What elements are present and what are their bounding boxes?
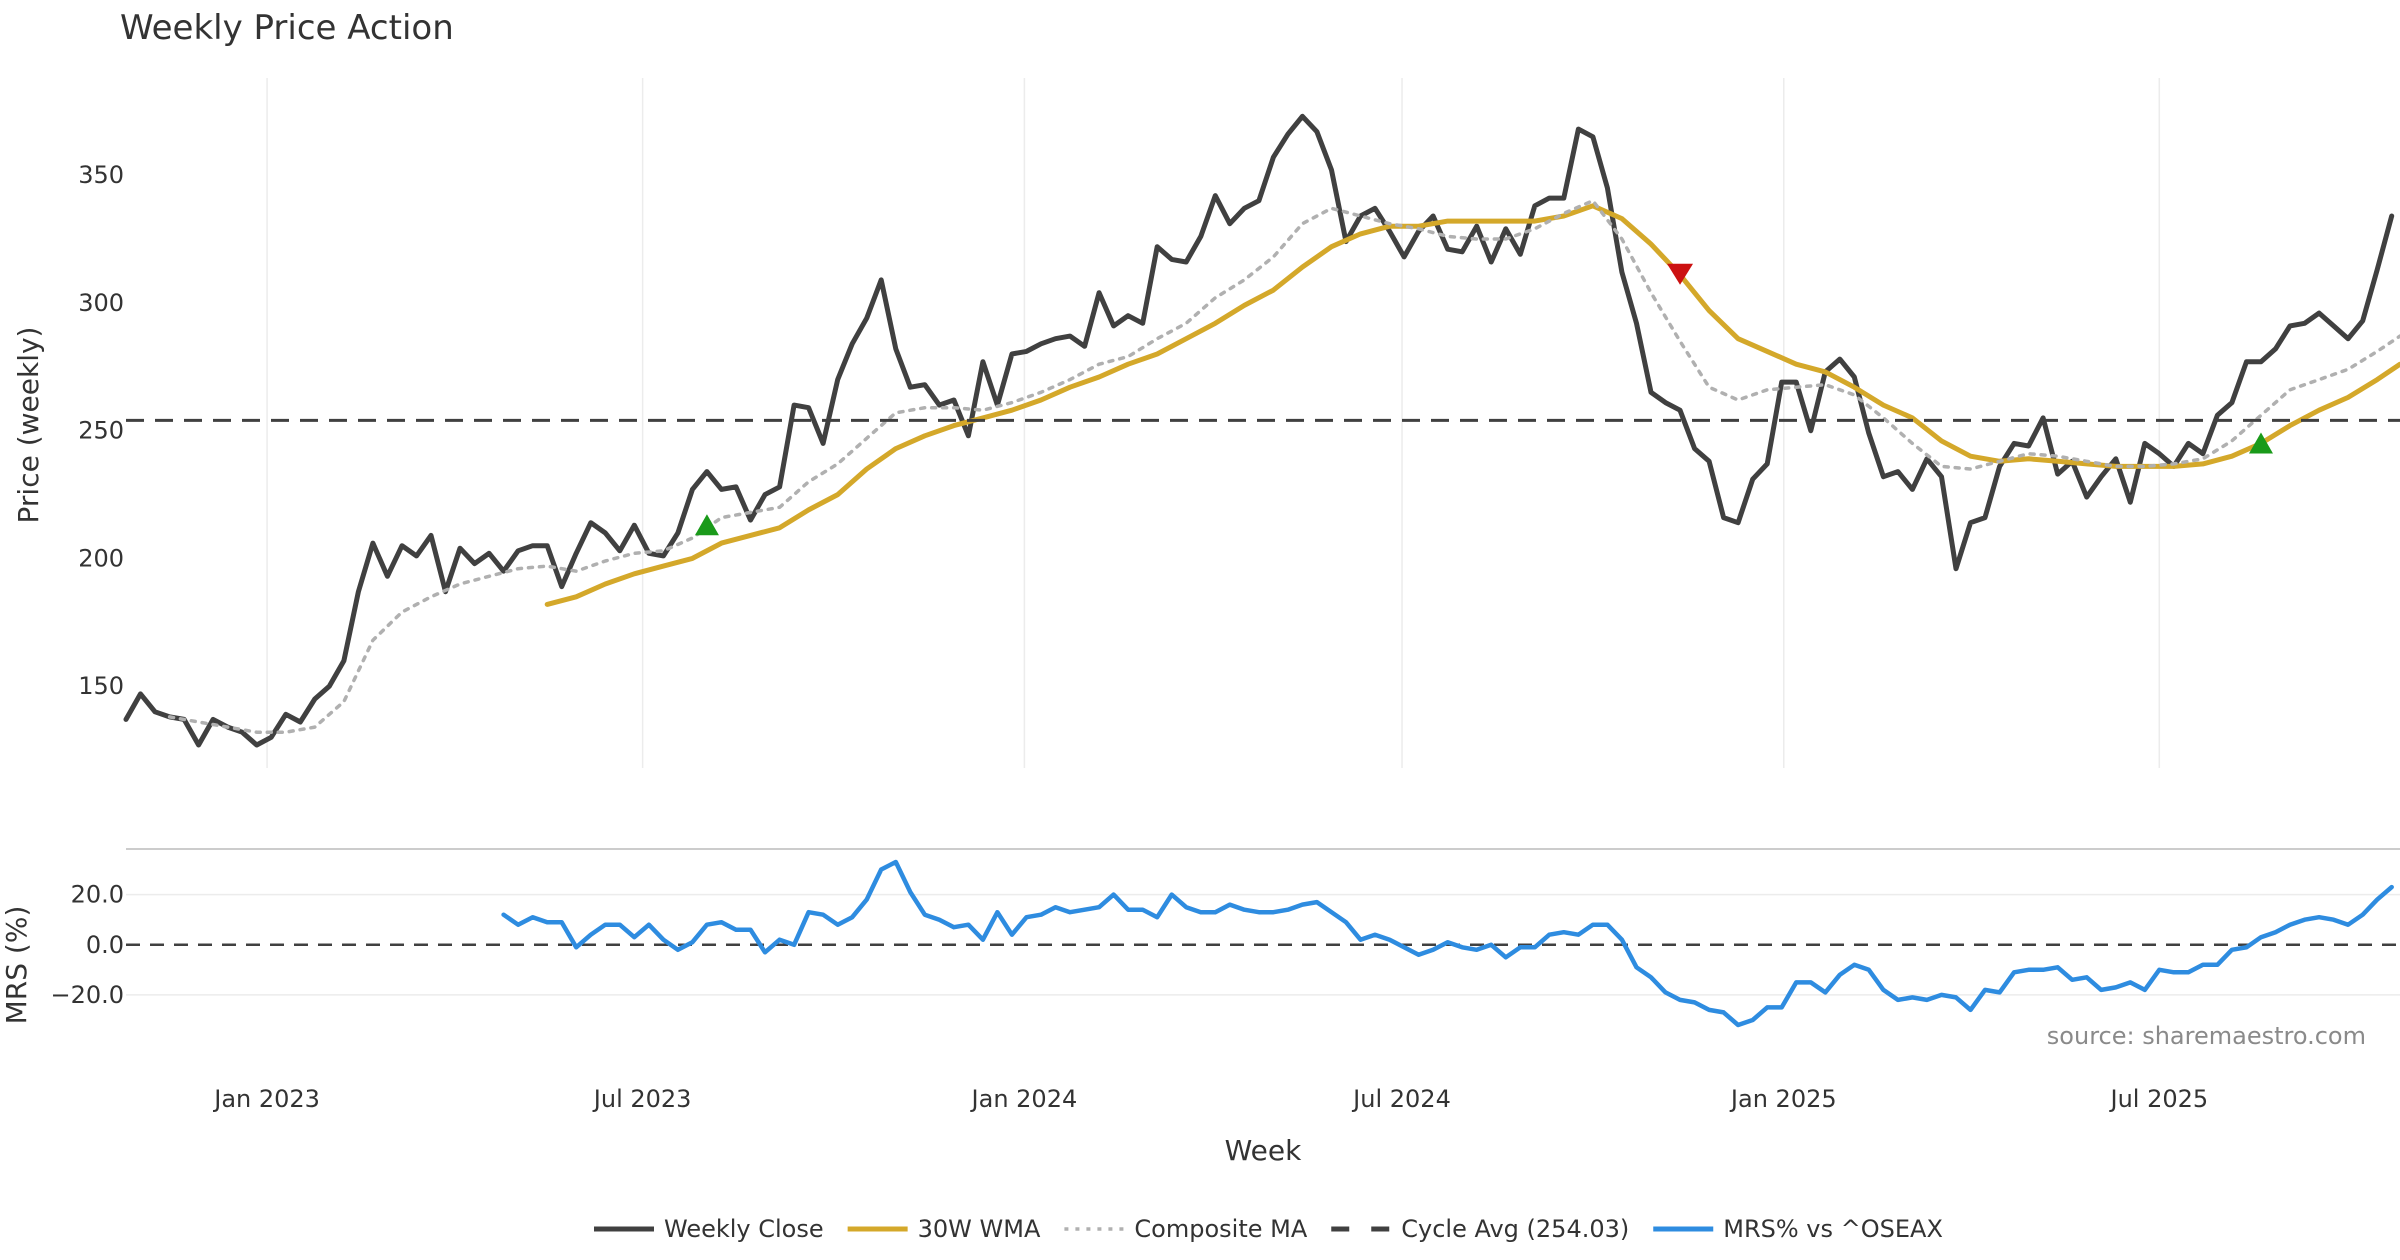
x-tick-label: Jan 2024	[970, 1085, 1078, 1113]
legend-label: Cycle Avg (254.03)	[1401, 1215, 1629, 1243]
mrs-y-tick-label: −20.0	[50, 981, 124, 1009]
legend-item: Composite MA	[1064, 1215, 1308, 1243]
mrs-series-group	[501, 859, 2394, 1028]
price-y-label: Price (weekly)	[12, 327, 45, 524]
legend: Weekly Close 30W WMA Composite MA Cycle Avg…	[594, 1215, 1943, 1243]
source-note: source: sharemaestro.com	[2047, 1022, 2366, 1050]
series-weekly-close	[123, 113, 2395, 748]
sell-signal-marker	[1667, 263, 1694, 285]
price-y-tick-label: 150	[78, 672, 124, 700]
x-tick-label: Jul 2025	[2108, 1085, 2208, 1113]
chart-title: Weekly Price Action	[120, 8, 454, 48]
price-grid	[266, 78, 2161, 768]
x-tick-label: Jul 2024	[1351, 1085, 1451, 1113]
price-series-group	[123, 113, 2400, 748]
legend-item: 30W WMA	[847, 1215, 1041, 1243]
buy-signal-marker	[694, 514, 719, 536]
series-30w-wma	[544, 203, 2400, 607]
price-y-tick-label: 350	[78, 161, 124, 189]
mrs-y-ticks: 20.0 0.0 −20.0	[50, 881, 124, 1009]
signal-markers	[694, 263, 2273, 536]
legend-label: Composite MA	[1134, 1215, 1307, 1243]
mrs-y-label: MRS (%)	[0, 906, 33, 1025]
price-y-tick-label: 250	[78, 417, 124, 445]
x-tick-label: Jan 2023	[212, 1085, 320, 1113]
x-axis-label: Week	[1225, 1134, 1302, 1167]
mrs-y-tick-label: 20.0	[71, 881, 124, 909]
legend-label: Weekly Close	[664, 1215, 824, 1243]
series-composite-ma	[167, 198, 2400, 734]
buy-signal-marker	[2248, 432, 2273, 454]
x-tick-label: Jul 2023	[592, 1085, 692, 1113]
legend-item: MRS% vs ^OSEAX	[1653, 1215, 1943, 1243]
legend-item: Cycle Avg (254.03)	[1331, 1215, 1629, 1243]
x-tick-label: Jan 2025	[1729, 1085, 1837, 1113]
price-y-tick-label: 300	[78, 289, 124, 317]
mrs-grid	[126, 893, 2400, 996]
series-mrs-vs-oseax	[501, 859, 2394, 1028]
price-y-tick-label: 200	[78, 544, 124, 572]
price-y-ticks: 150 200 250 300 350	[78, 161, 124, 700]
x-axis-ticks: Jan 2023 Jul 2023 Jan 2024 Jul 2024 Jan 2025…	[212, 1085, 2208, 1113]
legend-item: Weekly Close	[594, 1215, 824, 1243]
mrs-y-tick-label: 0.0	[86, 931, 124, 959]
legend-label: 30W WMA	[918, 1215, 1041, 1243]
legend-label: MRS% vs ^OSEAX	[1723, 1215, 1943, 1243]
